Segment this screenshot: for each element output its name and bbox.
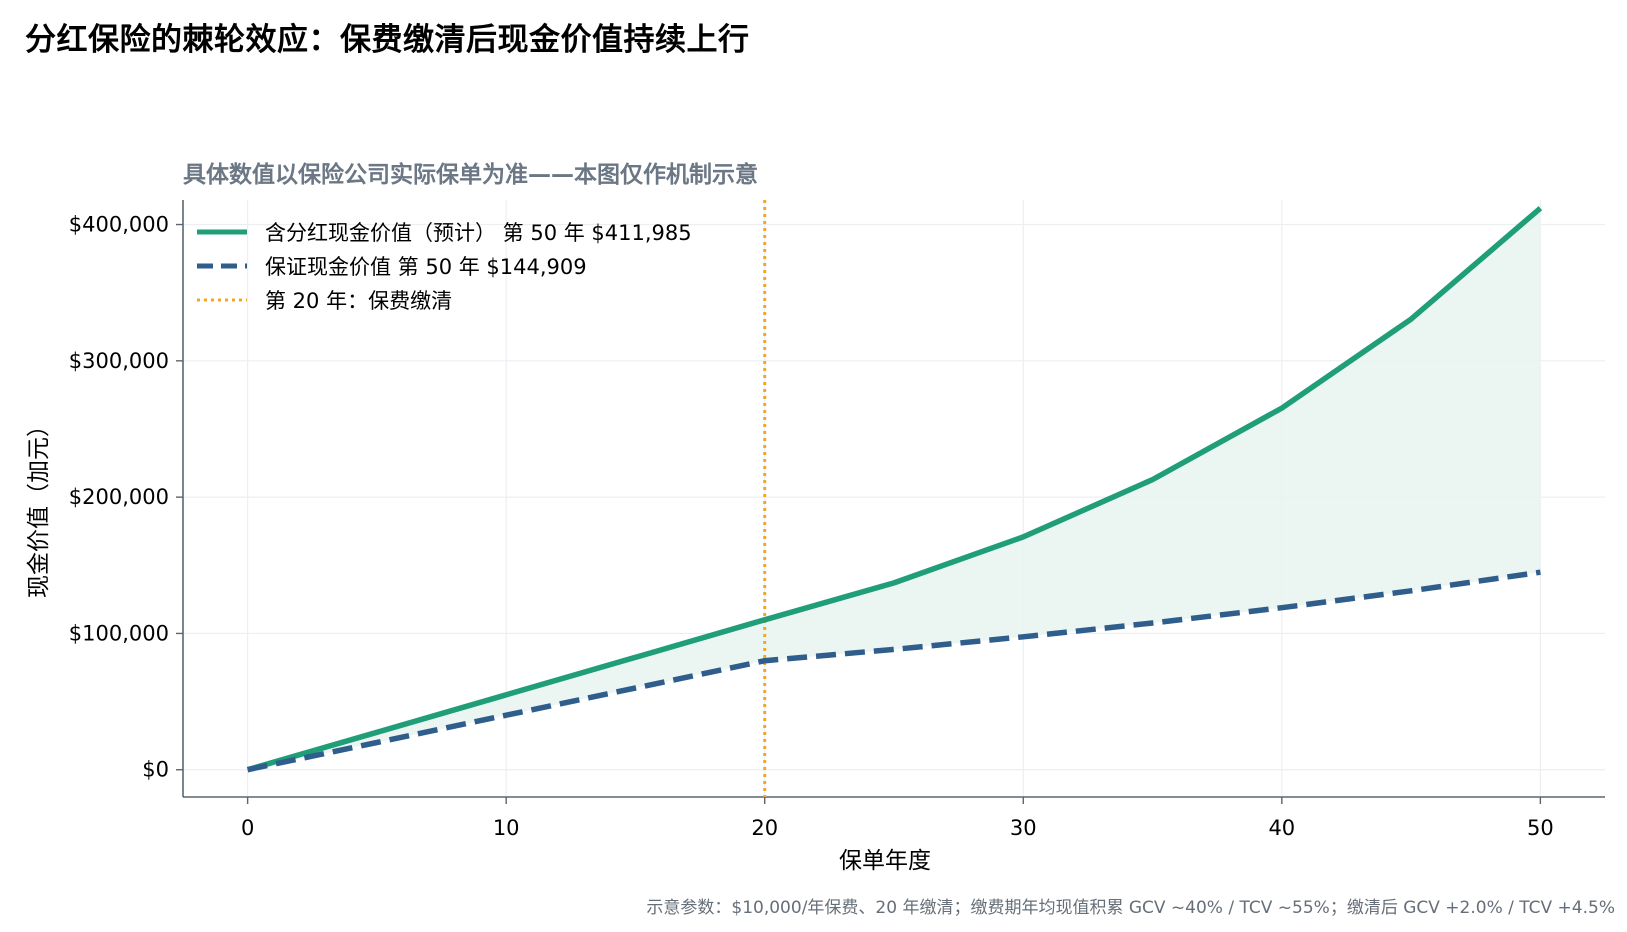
chart-footnote: 示意参数：$10,000/年保费、20 年缴清；缴费期年均现值积累 GCV ~4… <box>646 898 1615 918</box>
y-tick-label: $0 <box>142 758 169 782</box>
y-tick-label: $100,000 <box>69 621 169 645</box>
legend: 含分红现金价值（预计） 第 50 年 $411,985 保证现金价值 第 50 年… <box>197 221 692 313</box>
x-tick-label: 30 <box>1010 816 1037 840</box>
legend-label: 保证现金价值 第 50 年 $144,909 <box>265 255 587 279</box>
chart-title: 分红保险的棘轮效应：保费缴清后现金价值持续上行 <box>25 22 750 58</box>
fill-area <box>247 208 1541 770</box>
series-line-total <box>246 206 1543 773</box>
y-tick-label: $400,000 <box>69 213 169 237</box>
y-axis-label: 现金价值（加元） <box>26 414 52 598</box>
x-tick-label: 0 <box>241 816 254 840</box>
x-tick-label: 40 <box>1268 816 1295 840</box>
ticks: 0 10 20 30 40 50 $0 $100,000 $200,000 $300,000 $40… <box>69 213 1554 840</box>
x-axis-label: 保单年度 <box>839 848 931 874</box>
x-tick-label: 50 <box>1527 816 1554 840</box>
axes <box>182 200 1605 798</box>
legend-label: 含分红现金价值（预计） 第 50 年 $411,985 <box>265 221 692 245</box>
x-tick-label: 10 <box>493 816 520 840</box>
chart-subtitle: 具体数值以保险公司实际保单为准——本图仅作机制示意 <box>183 162 758 188</box>
legend-label: 第 20 年：保费缴清 <box>265 289 452 313</box>
y-tick-label: $200,000 <box>69 485 169 509</box>
x-tick-label: 20 <box>751 816 778 840</box>
series-line-guaranteed <box>247 569 1541 773</box>
series-lines <box>246 200 1543 797</box>
series-gap-fill <box>247 208 1541 770</box>
y-tick-label: $300,000 <box>69 349 169 373</box>
